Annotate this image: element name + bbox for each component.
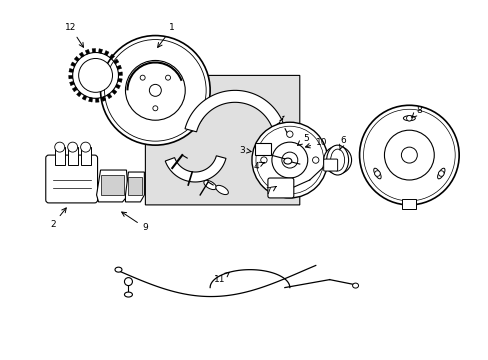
Circle shape: [271, 142, 307, 178]
Polygon shape: [145, 75, 299, 205]
Circle shape: [165, 75, 170, 80]
Circle shape: [101, 36, 210, 145]
Polygon shape: [184, 90, 285, 132]
Text: 5: 5: [297, 134, 308, 145]
Text: 1: 1: [157, 23, 175, 48]
Bar: [55, 147, 64, 165]
Circle shape: [384, 130, 433, 180]
Polygon shape: [92, 49, 95, 53]
Circle shape: [260, 157, 266, 163]
Ellipse shape: [215, 185, 228, 194]
Circle shape: [81, 142, 90, 152]
Circle shape: [149, 84, 161, 96]
Polygon shape: [71, 62, 76, 67]
Polygon shape: [72, 87, 77, 92]
Polygon shape: [99, 49, 102, 53]
Polygon shape: [95, 98, 99, 102]
Circle shape: [255, 126, 323, 194]
FancyBboxPatch shape: [267, 178, 293, 198]
Polygon shape: [74, 57, 79, 62]
Circle shape: [406, 116, 411, 121]
Text: 9: 9: [122, 212, 148, 232]
Polygon shape: [109, 54, 114, 59]
Polygon shape: [69, 68, 73, 72]
Text: 2: 2: [50, 208, 66, 229]
Polygon shape: [104, 50, 109, 55]
Ellipse shape: [203, 180, 216, 190]
Circle shape: [323, 146, 351, 174]
Polygon shape: [69, 81, 74, 86]
Circle shape: [363, 109, 454, 201]
Text: 10: 10: [305, 138, 327, 148]
Polygon shape: [112, 89, 117, 94]
Polygon shape: [117, 65, 122, 69]
Polygon shape: [118, 72, 122, 75]
Ellipse shape: [115, 267, 122, 272]
Circle shape: [401, 147, 416, 163]
Polygon shape: [102, 96, 106, 102]
Polygon shape: [114, 59, 119, 64]
Circle shape: [55, 142, 64, 152]
Circle shape: [125, 60, 185, 120]
Ellipse shape: [437, 168, 444, 179]
Polygon shape: [125, 172, 144, 202]
Circle shape: [281, 152, 297, 168]
Polygon shape: [88, 98, 92, 102]
Circle shape: [153, 106, 158, 111]
Circle shape: [286, 131, 292, 138]
Bar: [128, 177, 142, 195]
Polygon shape: [107, 94, 112, 99]
Polygon shape: [165, 156, 225, 182]
Polygon shape: [96, 170, 128, 202]
Bar: [81, 147, 90, 165]
Text: 11: 11: [214, 272, 229, 284]
Polygon shape: [77, 91, 81, 97]
Ellipse shape: [124, 292, 132, 297]
Circle shape: [374, 171, 380, 176]
Ellipse shape: [373, 168, 380, 179]
Circle shape: [124, 278, 132, 285]
Polygon shape: [115, 84, 120, 89]
Circle shape: [251, 122, 327, 198]
Circle shape: [359, 105, 458, 205]
Bar: [402, 199, 415, 209]
Ellipse shape: [326, 145, 348, 175]
Bar: [254, 143, 270, 155]
Text: 4: 4: [253, 162, 264, 171]
Bar: [101, 175, 124, 195]
Ellipse shape: [403, 116, 414, 121]
FancyBboxPatch shape: [323, 159, 337, 171]
Polygon shape: [118, 78, 122, 82]
Text: 6: 6: [339, 136, 346, 150]
Circle shape: [67, 142, 78, 152]
Circle shape: [104, 40, 206, 141]
Polygon shape: [68, 75, 73, 79]
Circle shape: [79, 58, 112, 92]
Circle shape: [327, 150, 347, 170]
Polygon shape: [85, 49, 89, 54]
Circle shape: [286, 183, 292, 189]
Text: 12: 12: [65, 23, 83, 47]
Polygon shape: [79, 52, 84, 57]
Ellipse shape: [283, 158, 291, 164]
Text: 8: 8: [411, 106, 421, 118]
Circle shape: [140, 75, 145, 80]
Ellipse shape: [330, 149, 344, 171]
Polygon shape: [82, 95, 87, 100]
Text: 3: 3: [239, 145, 251, 154]
Ellipse shape: [352, 283, 358, 288]
Text: 7: 7: [264, 186, 276, 197]
Circle shape: [312, 157, 318, 163]
Circle shape: [438, 171, 443, 176]
FancyBboxPatch shape: [46, 155, 98, 203]
Bar: [67, 147, 78, 165]
